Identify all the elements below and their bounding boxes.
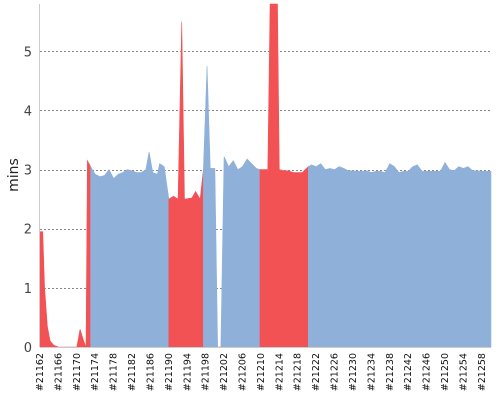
x-tick-label-9: #21194 [182,353,193,391]
x-tick-labels: #21162 #21166 #21170 #21174 #21178 #21182 #211… [35,353,488,391]
x-tick-label-10: #21198 [201,353,212,391]
x-tick-label-23: #21250 [440,353,451,391]
area-segment-pass-6 [220,156,261,348]
x-tick-label-5: #21178 [109,353,120,391]
x-tick-label-25: #21258 [477,353,488,391]
y-tick-labels: 0 1 2 3 4 5 [24,45,32,356]
y-tick-label-1: 1 [24,282,32,297]
area-segment-pass-4 [203,66,218,348]
area-layer [39,3,492,348]
area-segment-fail-7 [259,3,309,348]
x-tick-label-1: #21162 [35,353,46,391]
x-tick-label-20: #21238 [385,353,396,391]
x-tick-label-6: #21182 [127,353,138,391]
x-tick-label-11: #21202 [219,353,230,391]
x-tick-label-21: #21242 [403,353,414,391]
x-tick-label-3: #21170 [72,353,83,391]
x-tick-label-19: #21234 [366,353,377,391]
y-tick-label-3: 3 [24,164,32,179]
x-tick-label-4: #21174 [90,353,101,391]
x-tick-label-22: #21246 [422,353,433,391]
axis-layer [39,4,491,348]
y-tick-label-5: 5 [24,45,32,60]
x-tick-label-15: #21218 [293,353,304,391]
x-tick-label-18: #21230 [348,353,359,391]
y-tick-label-2: 2 [24,223,32,238]
area-segment-fail-3 [168,21,204,348]
x-tick-label-14: #21214 [274,353,285,391]
area-segment-pass-8 [308,161,492,348]
x-tick-label-13: #21210 [256,353,267,391]
area-segment-pass-2 [90,151,170,348]
y-tick-label-4: 4 [24,104,32,119]
x-tick-label-16: #21222 [311,353,322,391]
x-tick-label-12: #21206 [237,353,248,391]
x-tick-label-24: #21254 [458,353,469,391]
x-tick-label-17: #21226 [330,353,341,391]
x-tick-label-8: #21190 [164,353,175,391]
y-tick-label-0: 0 [24,341,32,356]
area-segment-fail-1 [39,159,91,348]
x-tick-label-7: #21186 [145,353,156,391]
y-axis-title: mins [6,158,22,192]
x-tick-label-2: #21166 [53,353,64,391]
